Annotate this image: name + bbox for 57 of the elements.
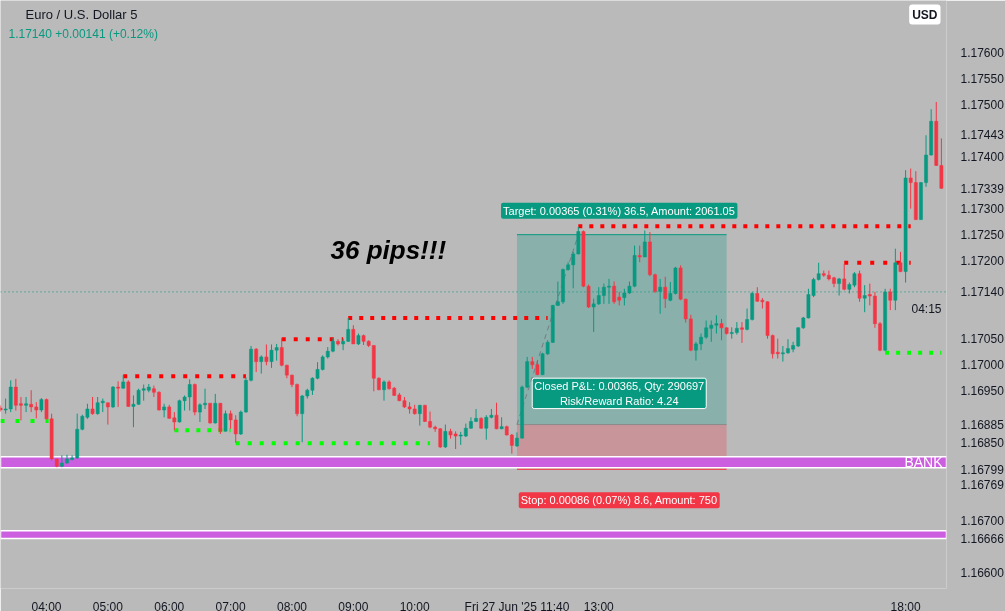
x-tick-label: 07:00	[215, 599, 246, 611]
annotation: Closed P&L: 0.00365, Qty: 290697 Risk/Reward Ratio: 4.24	[534, 380, 705, 407]
y-tick-label: 1.17600	[960, 46, 1005, 61]
candlestick	[740, 321, 744, 344]
y-tick-label: 1.17550	[960, 72, 1005, 87]
y-tick-label: 1.17300	[960, 202, 1005, 217]
y-tick-label: 1.16950	[960, 384, 1005, 399]
text: Euro / U.S. Dollar 5	[25, 7, 138, 22]
candlestick	[208, 402, 212, 425]
candlestick	[254, 347, 259, 373]
candlestick	[842, 263, 847, 291]
candlestick	[259, 354, 264, 375]
annotation: 36 pips!!!	[330, 234, 447, 265]
x-tick-label: 09:00	[338, 599, 369, 611]
annotation: Stop: 0.00086 (0.07%) 8.6, Amount: 750	[520, 494, 718, 507]
candlestick	[351, 324, 356, 345]
y-tick-label: 1.16666	[960, 532, 1005, 547]
x-tick-label: Fri 27 Jun '25 11:40	[464, 599, 570, 611]
y-tick-label: 1.17050	[960, 332, 1005, 347]
x-tick-label: 05:00	[92, 599, 124, 611]
candlestick	[223, 410, 228, 432]
y-axis-title: USD	[912, 7, 938, 22]
y-tick-label: 1.16799	[960, 462, 1005, 477]
candlestick	[494, 402, 499, 430]
candlestick	[888, 288, 893, 311]
x-tick-label: 06:00	[154, 599, 185, 611]
candlestick	[106, 402, 110, 426]
candlestick	[111, 385, 115, 409]
y-tick-label: 1.16700	[960, 514, 1005, 529]
y-tick-label: 1.16885	[960, 418, 1005, 433]
y-tick-label: 1.17200	[960, 254, 1005, 269]
candlestick	[213, 393, 218, 425]
candlestick	[116, 380, 120, 408]
y-tick-label: 1.17140	[960, 285, 1005, 300]
candlestick	[24, 396, 28, 413]
candlestick	[382, 379, 386, 402]
y-tick-label: 1.16850	[960, 436, 1005, 451]
y-tick-label: 1.17000	[960, 358, 1005, 373]
x-tick-label: 13:00	[583, 599, 615, 611]
x-tick-label: 10:00	[399, 599, 431, 611]
x-tick-label: 08:00	[276, 599, 308, 611]
y-tick-label: 1.17400	[960, 150, 1005, 165]
y-tick-label: 1.17339	[960, 181, 1005, 196]
y-tick-label: 1.17443	[960, 127, 1005, 142]
y-tick-label: 1.17250	[960, 228, 1005, 243]
text: 1.17140 +0.00141 (+0.12%)	[8, 26, 158, 41]
y-tick-label: 1.16769	[960, 478, 1005, 493]
annotation: Target: 0.00365 (0.31%) 36.5, Amount: 2061.05	[503, 204, 735, 217]
y-tick-label: 1.17500	[960, 98, 1005, 113]
y-tick-label: 1.16600	[960, 566, 1005, 581]
x-tick-label: 18:00	[890, 599, 921, 611]
candlestick	[264, 343, 269, 366]
annotation: 04:15	[911, 301, 942, 316]
candlestick	[162, 403, 166, 418]
x-tick-label: 04:00	[31, 599, 62, 611]
candlestick	[663, 276, 668, 309]
band-label: BANK	[904, 454, 944, 471]
